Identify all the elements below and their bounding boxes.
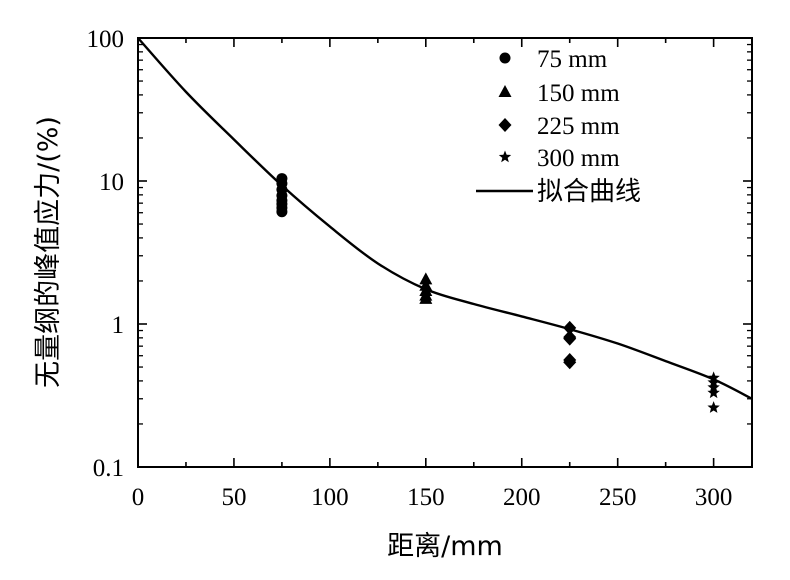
x-axis-title: 距离/mm xyxy=(387,531,503,562)
legend-label-150mm: 150 mm xyxy=(537,80,620,107)
legend-label-300mm: 300 mm xyxy=(537,145,620,172)
plot-frame xyxy=(137,37,753,468)
data-point-diamond xyxy=(563,320,577,335)
x-tick-label: 150 xyxy=(407,484,445,511)
x-tick-label: 100 xyxy=(311,484,349,511)
x-tick-label: 200 xyxy=(503,484,541,511)
fit-curve xyxy=(137,37,753,400)
data-point-circle xyxy=(276,206,288,218)
x-tick-label: 300 xyxy=(695,484,733,511)
data-point-diamond xyxy=(563,355,577,370)
legend-marker-triangle xyxy=(498,85,512,97)
legend-label-225mm: 225 mm xyxy=(537,113,620,140)
fit-curve-layer xyxy=(137,37,753,400)
axes xyxy=(137,37,753,468)
tick-labels: 0 50 100 150 200 250 300 0.1 1 10 100 xyxy=(87,26,733,511)
y-tick-label: 100 xyxy=(87,26,125,53)
data-point-star xyxy=(707,401,720,413)
x-tick-label: 250 xyxy=(599,484,637,511)
legend-marker-diamond xyxy=(498,118,512,132)
y-tick-label: 0.1 xyxy=(93,455,124,482)
x-tick-label: 50 xyxy=(221,484,246,511)
legend: 75 mm 150 mm 225 mm 300 mm 拟合曲线 xyxy=(476,46,641,207)
x-tick-label: 0 xyxy=(132,484,145,511)
data-point-triangle xyxy=(419,291,433,304)
data-point-star xyxy=(707,386,720,399)
data-point-diamond xyxy=(563,331,577,346)
legend-markers xyxy=(476,52,533,193)
y-tick-label: 1 xyxy=(112,312,125,339)
legend-label-75mm: 75 mm xyxy=(537,46,608,73)
y-axis-title: 无量纲的峰值应力/(%) xyxy=(33,116,64,388)
legend-marker-star xyxy=(498,150,512,163)
legend-label-fit-curve: 拟合曲线 xyxy=(537,177,641,207)
data-points xyxy=(276,173,720,413)
legend-marker-circle xyxy=(499,52,511,64)
y-tick-label: 10 xyxy=(99,169,124,196)
data-point-triangle xyxy=(419,272,433,285)
